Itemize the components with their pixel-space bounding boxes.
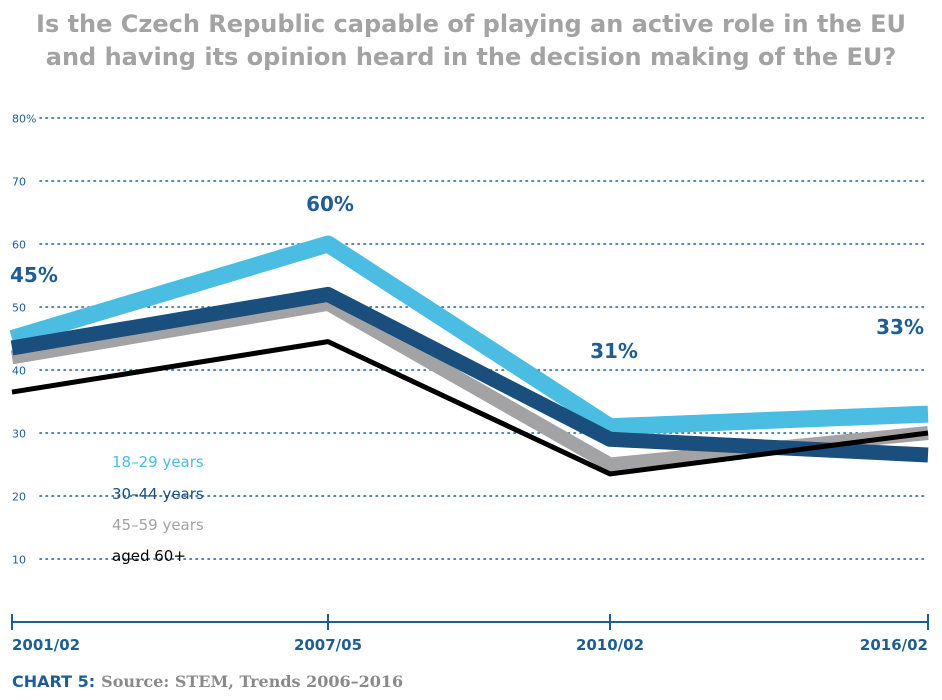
x-tick-label-2: 2010/02 <box>576 636 644 654</box>
data-label-3: 33% <box>876 315 924 339</box>
legend-item-1: 30–44 years <box>112 485 204 503</box>
caption-label: CHART 5: <box>12 672 96 691</box>
y-tick-label-80: 80% <box>12 113 36 126</box>
x-axis: 2001/02 2007/05 2010/02 2016/02 <box>11 614 929 654</box>
y-tick-label-20: 20 <box>12 491 26 504</box>
y-tick-label-70: 70 <box>12 176 26 189</box>
legend-item-2: 45–59 years <box>112 516 204 534</box>
chart-caption: CHART 5: Source: STEM, Trends 2006–2016 <box>12 672 403 691</box>
legend-item-0: 18–29 years <box>112 453 204 471</box>
chart-title-line-2: and having its opinion heard in the deci… <box>45 43 897 71</box>
annotations: 45% 60% 31% 33% <box>10 192 924 363</box>
series-lines <box>9 235 929 477</box>
caption-source: Source: STEM, Trends 2006–2016 <box>101 672 404 691</box>
series-line-3 <box>11 339 929 477</box>
series-line-2 <box>10 286 929 463</box>
chart-title-line-1: Is the Czech Republic capable of playing… <box>36 10 906 38</box>
y-tick-label-60: 60 <box>12 239 26 252</box>
x-tick-label-1: 2007/05 <box>294 636 362 654</box>
y-tick-label-10: 10 <box>12 554 26 567</box>
data-label-1: 60% <box>306 192 354 216</box>
data-label-0: 45% <box>10 263 58 287</box>
y-tick-label-30: 30 <box>12 428 26 441</box>
y-tick-label-40: 40 <box>12 365 26 378</box>
x-tick-label-0: 2001/02 <box>12 636 80 654</box>
series-line-1 <box>9 235 929 436</box>
legend-item-3: aged 60+ <box>112 547 186 565</box>
chart-title: Is the Czech Republic capable of playing… <box>0 8 942 74</box>
legend: 18–29 years 30–44 years 45–59 years aged 60… <box>112 453 204 565</box>
x-tick-label-3: 2016/02 <box>860 636 928 654</box>
data-label-2: 31% <box>590 339 638 363</box>
y-tick-label-50: 50 <box>12 302 26 315</box>
